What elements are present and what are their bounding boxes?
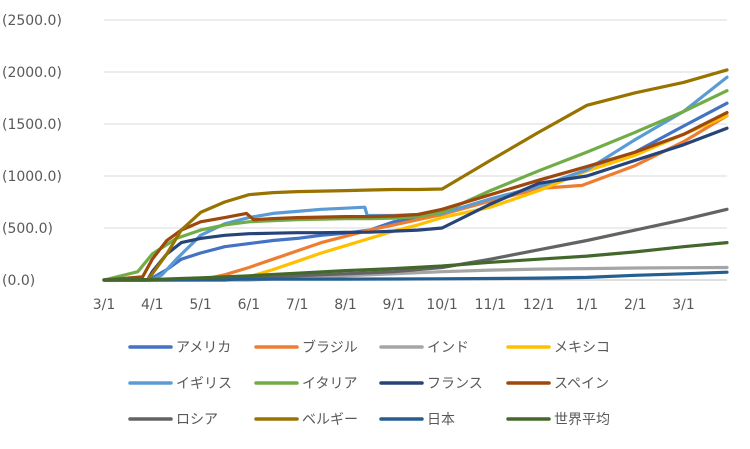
x-tick-label: 11/1 bbox=[475, 297, 506, 313]
y-tick-label: (2000.0) bbox=[2, 65, 62, 81]
series-line bbox=[102, 241, 729, 282]
series-line bbox=[102, 111, 729, 282]
x-tick-label: 3/1 bbox=[93, 297, 116, 313]
legend-label: アメリカ bbox=[176, 340, 231, 356]
x-tick-label: 1/1 bbox=[576, 297, 599, 313]
y-tick-label: (2500.0) bbox=[2, 13, 62, 29]
series-line bbox=[102, 68, 729, 282]
y-axis-tick-labels: (0.0) (500.0) (1000.0) (1500.0) (2000.0) (250… bbox=[2, 13, 62, 289]
y-tick-label: (0.0) bbox=[2, 273, 35, 289]
x-tick-label: 2/1 bbox=[624, 297, 647, 313]
series-lines bbox=[102, 68, 729, 282]
legend-label: イギリス bbox=[176, 376, 232, 392]
x-axis-tick-labels: 3/1 4/1 5/1 6/1 7/1 8/1 9/1 10/1 11/1 12/1 1/1 2/1 3… bbox=[93, 297, 695, 313]
legend-label: ベルギー bbox=[302, 412, 358, 428]
legend-label: 世界平均 bbox=[554, 412, 610, 428]
series-line bbox=[102, 75, 729, 282]
x-tick-label: 6/1 bbox=[238, 297, 261, 313]
x-tick-label: 12/1 bbox=[523, 297, 554, 313]
x-tick-label: 4/1 bbox=[141, 297, 164, 313]
x-tick-label: 5/1 bbox=[189, 297, 212, 313]
x-tick-label: 8/1 bbox=[334, 297, 357, 313]
legend-label: フランス bbox=[427, 376, 483, 392]
legend-label: スペイン bbox=[554, 376, 609, 392]
series-line bbox=[102, 89, 729, 282]
legend-label: メキシコ bbox=[554, 340, 610, 356]
legend-label: ブラジル bbox=[302, 339, 358, 356]
legend-label: インド bbox=[427, 340, 469, 356]
gridlines bbox=[104, 19, 727, 229]
series-line bbox=[102, 270, 729, 282]
legend-label: イタリア bbox=[302, 376, 357, 392]
x-tick-label: 3/1 bbox=[672, 297, 695, 313]
x-tick-label: 10/1 bbox=[426, 297, 457, 313]
y-tick-label: (1500.0) bbox=[2, 117, 62, 133]
y-tick-label: (1000.0) bbox=[2, 169, 62, 185]
legend-label: 日本 bbox=[427, 412, 455, 428]
x-tick-label: 7/1 bbox=[286, 297, 309, 313]
series-line bbox=[102, 114, 729, 282]
series-line bbox=[102, 126, 729, 282]
legend-label: ロシア bbox=[176, 412, 218, 428]
x-tick-label: 9/1 bbox=[383, 297, 406, 313]
y-tick-label: (500.0) bbox=[2, 221, 53, 237]
